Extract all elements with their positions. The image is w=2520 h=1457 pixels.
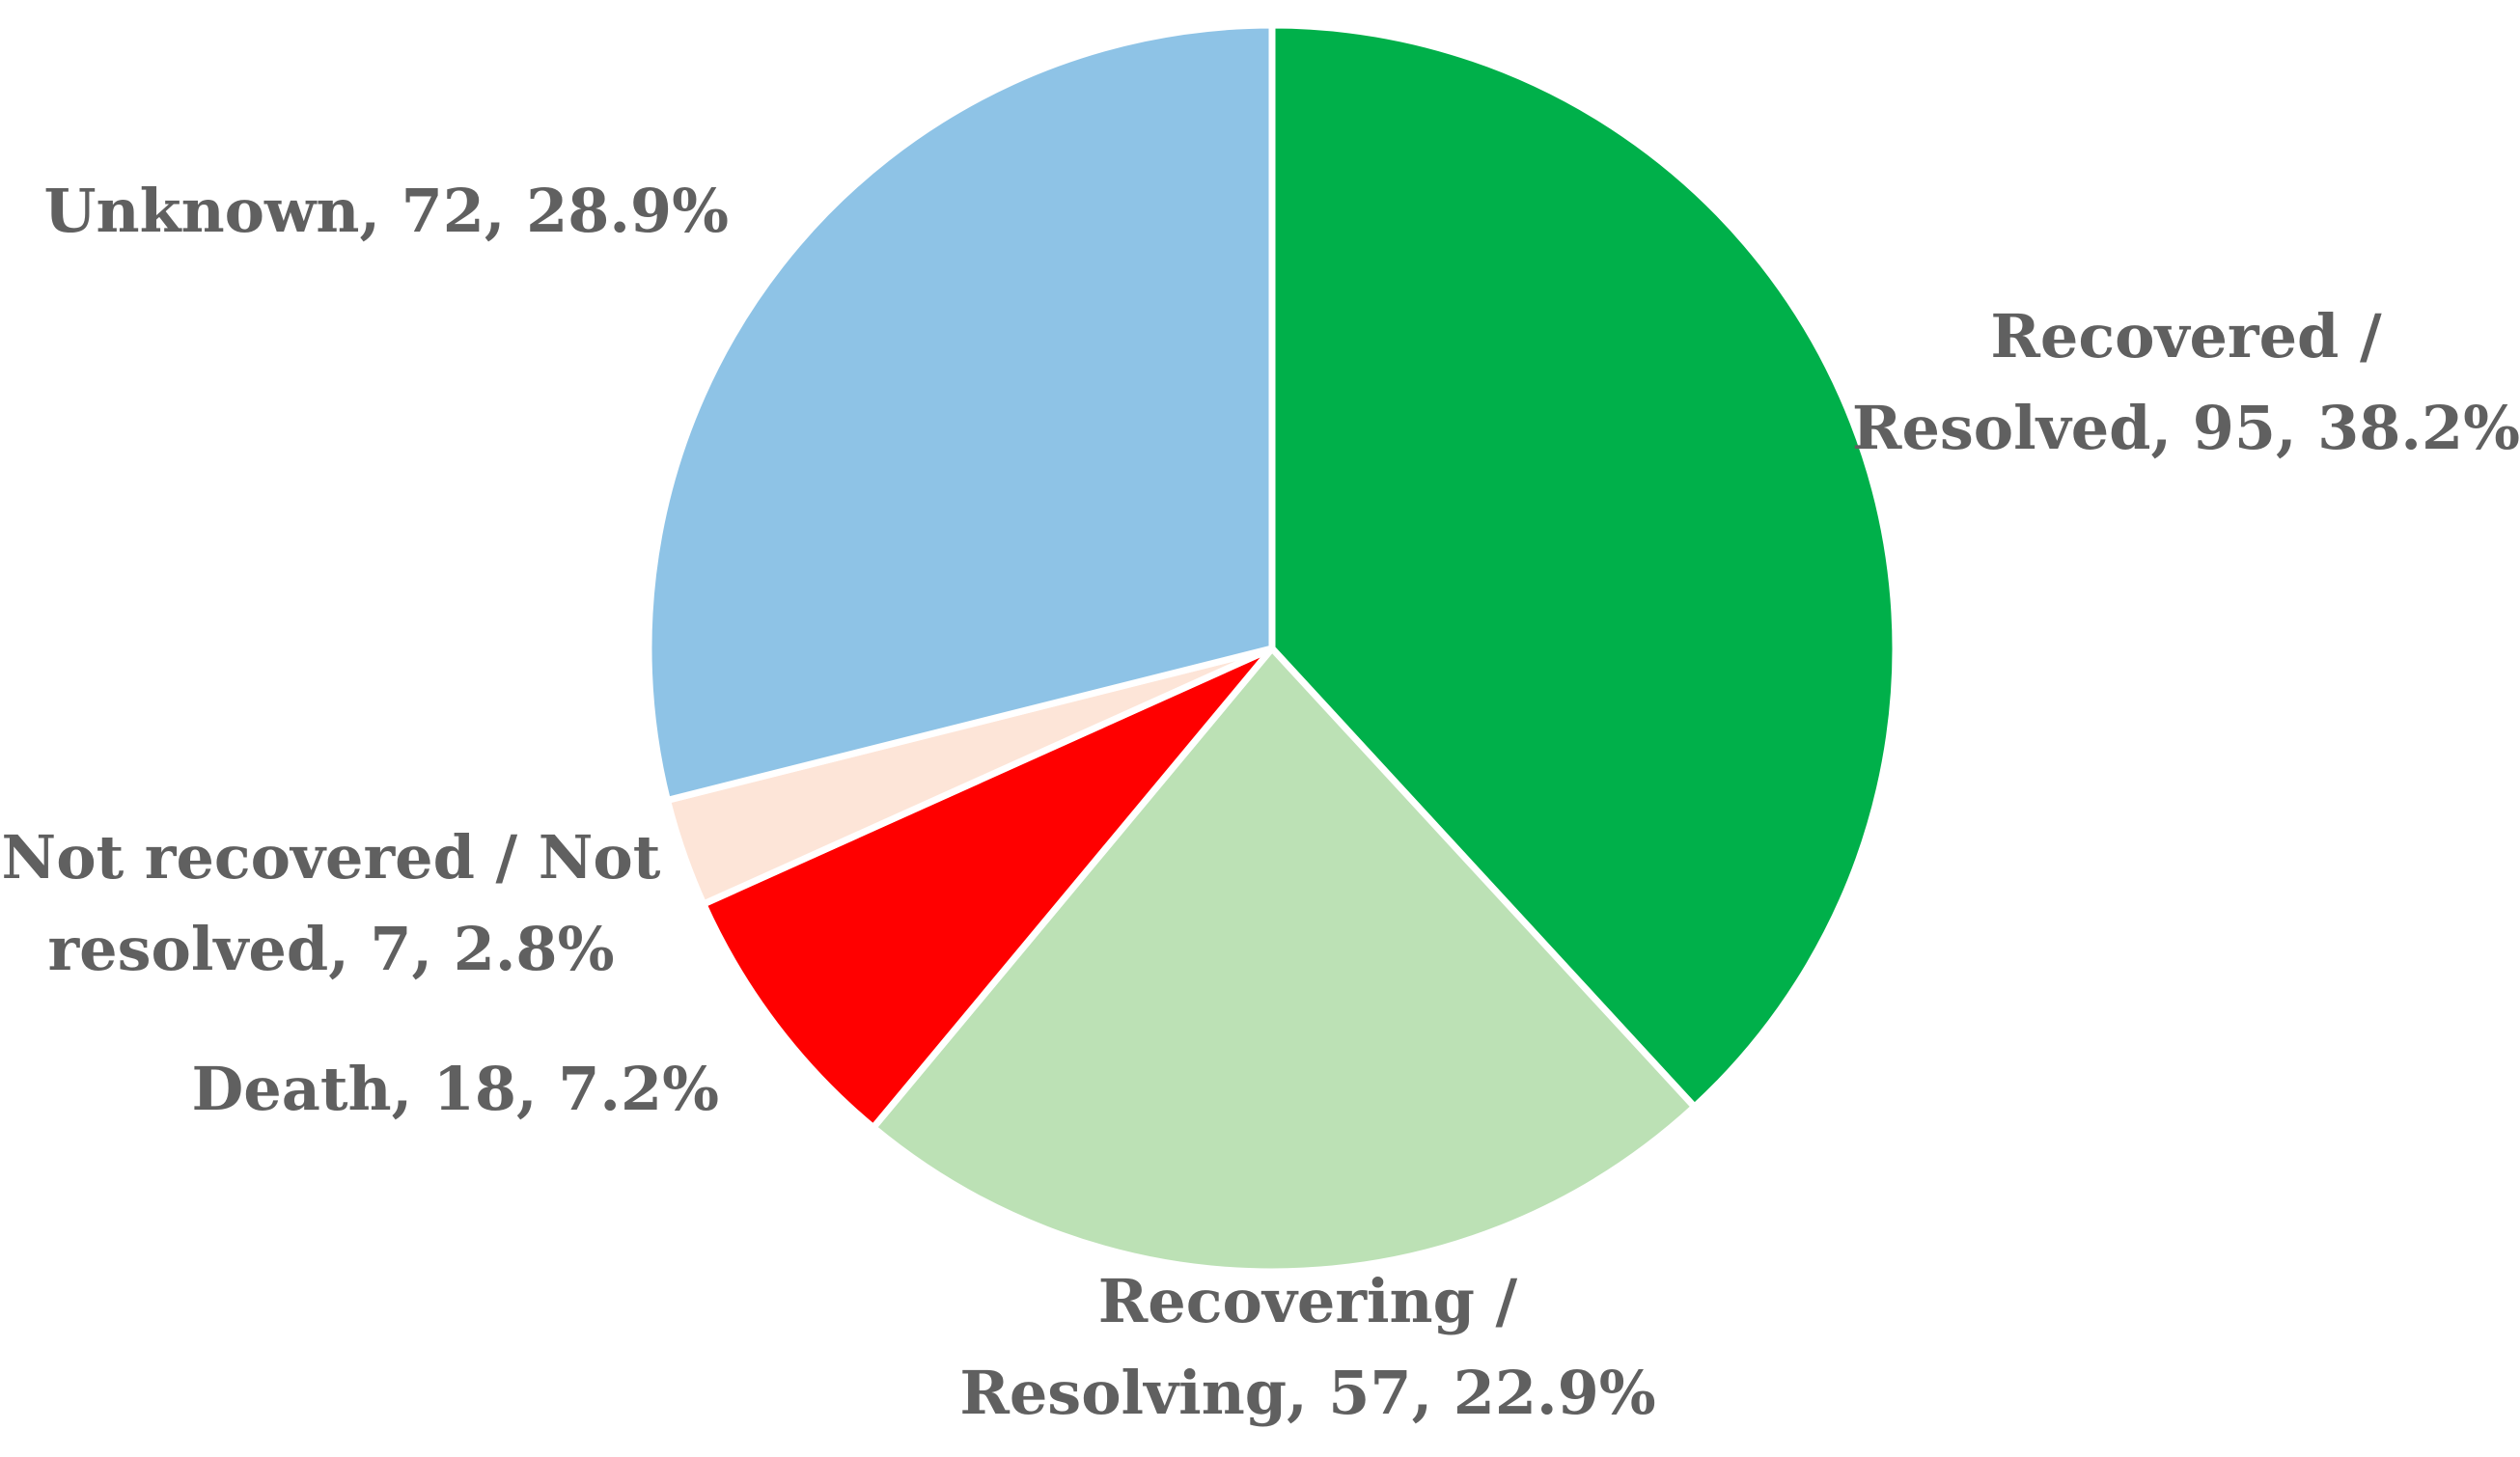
data-label-line: Resolved, 95, 38.2%: [1852, 393, 2520, 463]
data-label-recovered-resolved: Recovered / Resolved, 95, 38.2%: [1852, 301, 2520, 463]
data-label-line: Resolving, 57, 22.9%: [959, 1358, 1655, 1428]
data-label-death: Death, 18, 7.2%: [192, 1054, 720, 1124]
data-label-line: Death, 18, 7.2%: [192, 1054, 720, 1124]
data-label-line: Not recovered / Not: [2, 822, 661, 893]
pie-slice-recovering-resolving: [868, 643, 1700, 1276]
pie-slice-death: [699, 645, 1275, 1133]
pie-slice-recovered-resolved: [1268, 21, 1899, 1113]
data-label-line: Recovering /: [1098, 1266, 1518, 1336]
pie-slice-unknown: [645, 21, 1276, 805]
data-label-line: Recovered /: [1990, 301, 2382, 371]
data-label-line: Unknown, 72, 28.9%: [43, 176, 729, 246]
data-label-unknown: Unknown, 72, 28.9%: [43, 176, 729, 246]
data-label-not-recovered-not-resolved: Not recovered / Not resolved, 7, 2.8%: [2, 822, 661, 984]
data-label-line: resolved, 7, 2.8%: [47, 914, 614, 984]
pie-data-labels: Recovered / Resolved, 95, 38.2% Recovering…: [2, 176, 2520, 1428]
data-label-recovering-resolving: Recovering / Resolving, 57, 22.9%: [959, 1266, 1655, 1428]
pie-slices: [645, 21, 1899, 1276]
